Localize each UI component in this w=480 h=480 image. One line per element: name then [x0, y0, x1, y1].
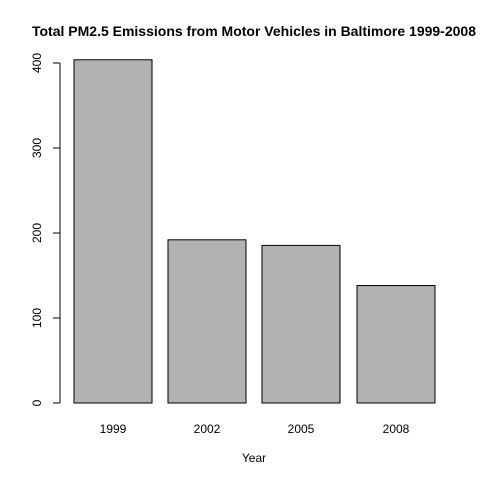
- x-tick-label-2002: 2002: [194, 422, 221, 436]
- bar-2008: [356, 285, 436, 404]
- y-tick-label-0: 0: [30, 399, 44, 406]
- x-axis-tick-labels: 1999 2002 2005 2008: [100, 422, 410, 436]
- y-tick-label-400: 400: [30, 53, 44, 73]
- y-axis: 0 100 200 300 400: [30, 53, 61, 406]
- x-tick-label-1999: 1999: [100, 422, 127, 436]
- y-tick-label-200: 200: [30, 223, 44, 243]
- y-tick-label-100: 100: [30, 308, 44, 328]
- y-tick-label-300: 300: [30, 138, 44, 158]
- bars-layer: [73, 59, 436, 404]
- x-tick-label-2008: 2008: [383, 422, 410, 436]
- x-axis-label: Year: [242, 451, 266, 465]
- bar-2005: [261, 244, 341, 404]
- x-tick-label-2005: 2005: [288, 422, 315, 436]
- chart-title: Total PM2.5 Emissions from Motor Vehicle…: [32, 23, 476, 39]
- bar-2002: [167, 239, 247, 404]
- bar-1999: [73, 59, 153, 404]
